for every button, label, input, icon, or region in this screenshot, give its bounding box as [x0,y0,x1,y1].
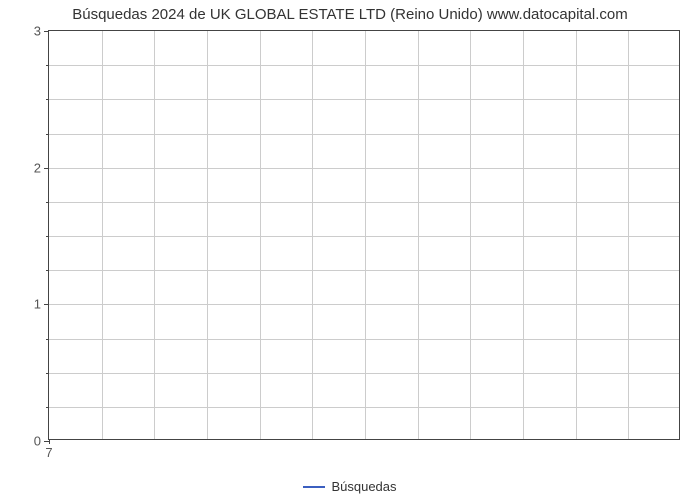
gridline-v [470,31,471,439]
gridline-v [102,31,103,439]
gridline-v [154,31,155,439]
gridline-h [49,65,679,66]
yminor-mark [46,65,49,66]
ytick-label: 0 [34,434,41,449]
xtick-mark [49,439,50,444]
gridline-h [49,407,679,408]
gridline-v [312,31,313,439]
ytick-label: 2 [34,160,41,175]
legend-swatch [303,486,325,488]
yminor-mark [46,202,49,203]
gridline-h [49,134,679,135]
gridline-h [49,202,679,203]
gridline-h [49,373,679,374]
plot-area: 01237 [48,30,680,440]
yminor-mark [46,373,49,374]
yminor-mark [46,270,49,271]
gridline-h [49,236,679,237]
legend: Búsquedas [0,479,700,494]
gridline-v [260,31,261,439]
gridline-v [418,31,419,439]
gridline-h [49,270,679,271]
gridline-v [576,31,577,439]
yminor-mark [46,407,49,408]
ytick-label: 1 [34,297,41,312]
gridline-v [628,31,629,439]
ytick-mark [44,304,49,305]
gridline-v [365,31,366,439]
chart-title: Búsquedas 2024 de UK GLOBAL ESTATE LTD (… [0,6,700,23]
yminor-mark [46,134,49,135]
gridline-h [49,304,679,305]
ytick-mark [44,168,49,169]
ytick-mark [44,31,49,32]
ytick-label: 3 [34,24,41,39]
yminor-mark [46,339,49,340]
gridline-h [49,339,679,340]
gridline-v [523,31,524,439]
gridline-v [207,31,208,439]
gridline-h [49,168,679,169]
yminor-mark [46,99,49,100]
gridline-h [49,99,679,100]
legend-label: Búsquedas [331,479,396,494]
yminor-mark [46,236,49,237]
xtick-label: 7 [45,445,52,460]
